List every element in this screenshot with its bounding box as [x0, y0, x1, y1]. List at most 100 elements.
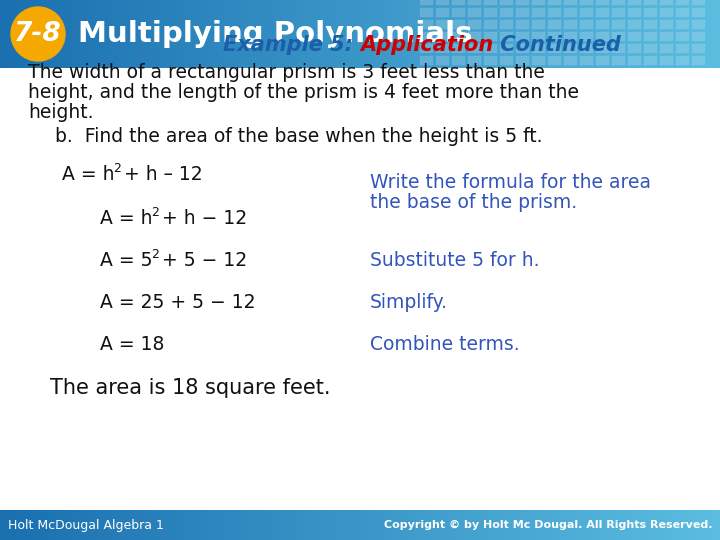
Bar — [500, 0, 513, 5]
Bar — [703, 0, 706, 68]
Bar — [696, 510, 699, 540]
Bar — [144, 510, 147, 540]
Bar — [643, 0, 646, 68]
Bar — [693, 0, 696, 68]
Text: Substitute 5 for h.: Substitute 5 for h. — [370, 251, 539, 269]
Bar — [641, 0, 644, 68]
Bar — [211, 510, 214, 540]
Bar — [516, 8, 529, 17]
Bar — [108, 0, 111, 68]
Bar — [468, 44, 481, 53]
Bar — [223, 510, 226, 540]
Bar — [7, 510, 10, 540]
Bar — [36, 0, 39, 68]
Bar — [333, 0, 336, 68]
Bar — [665, 510, 667, 540]
Bar — [516, 0, 519, 68]
Bar — [452, 20, 465, 29]
Bar — [81, 0, 84, 68]
Bar — [639, 510, 642, 540]
Bar — [511, 510, 514, 540]
Bar — [230, 510, 233, 540]
Bar — [415, 510, 418, 540]
Bar — [711, 0, 714, 68]
Bar — [19, 510, 22, 540]
Bar — [470, 0, 473, 68]
Bar — [362, 510, 365, 540]
Bar — [521, 510, 523, 540]
Bar — [389, 0, 392, 68]
Bar — [548, 44, 561, 53]
Bar — [665, 0, 667, 68]
Text: Example 5:: Example 5: — [222, 35, 360, 55]
Bar — [521, 0, 523, 68]
Bar — [692, 56, 705, 65]
Bar — [660, 0, 673, 5]
Bar — [279, 0, 282, 68]
Bar — [346, 0, 348, 68]
Bar — [189, 0, 192, 68]
Bar — [408, 0, 411, 68]
Bar — [535, 510, 538, 540]
Bar — [548, 56, 561, 65]
Bar — [300, 510, 303, 540]
Bar — [55, 0, 58, 68]
Bar — [648, 510, 651, 540]
Bar — [628, 32, 641, 41]
Bar — [540, 0, 543, 68]
Bar — [245, 510, 248, 540]
Bar — [564, 8, 577, 17]
Bar — [398, 510, 401, 540]
Bar — [548, 20, 561, 29]
Bar — [103, 510, 106, 540]
Bar — [96, 0, 99, 68]
Bar — [596, 0, 609, 5]
Bar — [420, 32, 433, 41]
Bar — [214, 510, 217, 540]
Bar — [487, 0, 490, 68]
Bar — [247, 510, 250, 540]
Bar — [202, 510, 204, 540]
Bar — [605, 0, 608, 68]
Bar — [425, 510, 428, 540]
Bar — [254, 0, 257, 68]
Bar — [276, 0, 279, 68]
Bar — [27, 510, 30, 540]
Bar — [684, 0, 687, 68]
Bar — [686, 510, 689, 540]
Bar — [580, 20, 593, 29]
Bar — [468, 510, 471, 540]
Bar — [250, 0, 253, 68]
Bar — [7, 0, 10, 68]
Bar — [374, 510, 377, 540]
Bar — [135, 0, 138, 68]
Bar — [628, 56, 641, 65]
Text: Combine terms.: Combine terms. — [370, 334, 520, 354]
Bar — [348, 0, 351, 68]
Bar — [713, 510, 716, 540]
Bar — [434, 510, 437, 540]
Bar — [655, 510, 658, 540]
Bar — [315, 510, 318, 540]
Bar — [490, 0, 492, 68]
Bar — [108, 510, 111, 540]
Text: + 5 − 12: + 5 − 12 — [156, 251, 247, 269]
Bar — [257, 0, 260, 68]
Bar — [679, 0, 682, 68]
Bar — [532, 56, 545, 65]
Bar — [545, 510, 548, 540]
Bar — [715, 0, 718, 68]
Bar — [101, 0, 104, 68]
Bar — [532, 20, 545, 29]
Bar — [569, 0, 572, 68]
Bar — [436, 20, 449, 29]
Bar — [518, 0, 521, 68]
Bar — [644, 8, 657, 17]
Bar — [377, 0, 379, 68]
Text: Simplify.: Simplify. — [370, 293, 448, 312]
Bar — [122, 0, 125, 68]
Bar — [365, 0, 368, 68]
Bar — [578, 510, 581, 540]
Bar — [60, 510, 63, 540]
Bar — [653, 0, 656, 68]
